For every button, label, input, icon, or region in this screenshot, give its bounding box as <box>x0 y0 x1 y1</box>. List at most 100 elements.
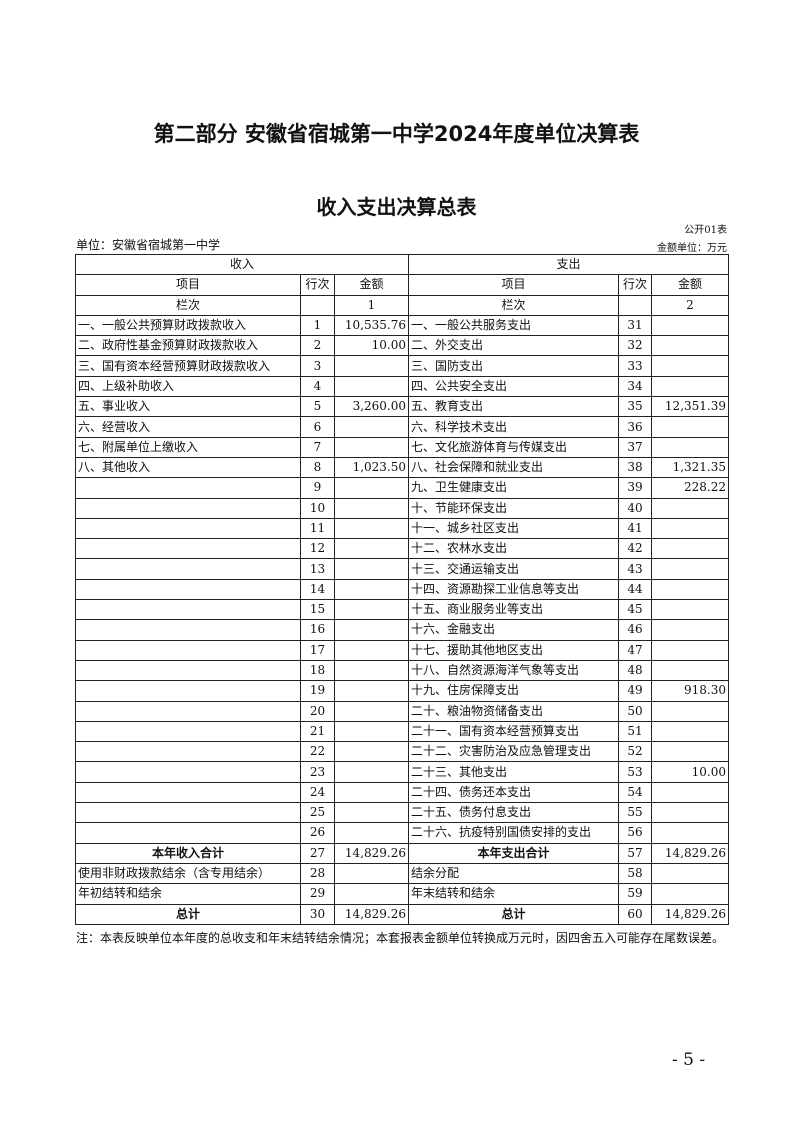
income-item: 四、上级补助收入 <box>75 375 301 398</box>
document-title: 第二部分 安徽省宿城第一中学2024年度单位决算表 <box>153 122 640 146</box>
income-amount <box>334 599 409 621</box>
income-item <box>75 538 301 560</box>
income-item <box>75 659 301 682</box>
income-item: 六、经营收入 <box>75 416 301 438</box>
income-item <box>75 477 301 499</box>
expense-line: 48 <box>618 659 652 682</box>
col-amount: 金额 <box>651 274 729 296</box>
col-line: 行次 <box>618 274 652 296</box>
income-line: 2 <box>300 335 335 357</box>
column-number-row: 栏次 1 栏次 2 <box>75 294 729 316</box>
income-line: 13 <box>300 558 335 580</box>
expense-item: 十五、商业服务业等支出 <box>408 599 619 621</box>
table-row: 22 二十二、灾害防治及应急管理支出 52 <box>75 741 729 763</box>
income-item: 七、附属单位上缴收入 <box>75 436 301 458</box>
col-item: 项目 <box>75 274 301 296</box>
income-item: 总计 <box>75 903 301 925</box>
income-expense-table: 收入 支出 项目 行次 金额 项目 行次 金额 栏次 1 栏次 2 一、一般公共… <box>75 253 729 925</box>
income-line: 23 <box>300 761 335 783</box>
expense-item: 总计 <box>408 903 619 925</box>
income-amount <box>334 416 409 438</box>
expense-amount <box>651 355 729 377</box>
expense-item: 十九、住房保障支出 <box>408 680 619 702</box>
income-item <box>75 741 301 763</box>
expense-amount <box>651 314 729 337</box>
expense-item: 二十二、灾害防治及应急管理支出 <box>408 741 619 763</box>
income-line: 22 <box>300 741 335 763</box>
table-row: 年初结转和结余 29 年末结转和结余 59 <box>75 883 729 905</box>
expense-amount <box>651 781 729 804</box>
income-line: 24 <box>300 781 335 804</box>
income-amount <box>334 355 409 377</box>
income-amount <box>334 883 409 905</box>
expense-item: 十一、城乡社区支出 <box>408 517 619 540</box>
expense-amount <box>651 659 729 682</box>
income-amount <box>334 761 409 783</box>
table-row: 一、一般公共预算财政拨款收入 1 10,535.76 一、一般公共服务支出 31 <box>75 314 729 337</box>
expense-line: 34 <box>618 375 652 398</box>
expense-amount <box>651 720 729 743</box>
income-amount <box>334 741 409 763</box>
expense-line: 35 <box>618 396 652 418</box>
expense-line: 59 <box>618 883 652 905</box>
expense-amount <box>651 822 729 844</box>
expense-item: 九、卫生健康支出 <box>408 477 619 499</box>
table-row: 四、上级补助收入 4 四、公共安全支出 34 <box>75 375 729 398</box>
income-line: 20 <box>300 700 335 722</box>
income-line: 6 <box>300 416 335 438</box>
income-amount: 10.00 <box>334 335 409 357</box>
expense-amount <box>651 883 729 905</box>
table-row: 10 十、节能环保支出 40 <box>75 497 729 519</box>
table-row: 本年收入合计 27 14,829.26 本年支出合计 57 14,829.26 <box>75 842 729 864</box>
expense-item: 十四、资源勘探工业信息等支出 <box>408 578 619 601</box>
income-item: 年初结转和结余 <box>75 883 301 905</box>
table-row: 六、经营收入 6 六、科学技术支出 36 <box>75 416 729 438</box>
income-line: 28 <box>300 862 335 885</box>
income-item <box>75 497 301 519</box>
expense-item: 十七、援助其他地区支出 <box>408 639 619 661</box>
income-item: 五、事业收入 <box>75 396 301 418</box>
income-item: 一、一般公共预算财政拨款收入 <box>75 314 301 337</box>
income-header: 收入 <box>75 253 409 276</box>
expense-item: 十、节能环保支出 <box>408 497 619 519</box>
expense-line: 55 <box>618 802 652 824</box>
income-item <box>75 578 301 601</box>
expense-amount: 12,351.39 <box>651 396 729 418</box>
income-item: 使用非财政拨款结余（含专用结余） <box>75 862 301 885</box>
expense-amount <box>651 700 729 722</box>
expense-amount <box>651 802 729 824</box>
expense-item: 结余分配 <box>408 862 619 885</box>
expense-amount <box>651 599 729 621</box>
expense-item: 七、文化旅游体育与传媒支出 <box>408 436 619 458</box>
expense-amount: 10.00 <box>651 761 729 783</box>
income-item <box>75 680 301 702</box>
table-row: 20 二十、粮油物资储备支出 50 <box>75 700 729 722</box>
table-row: 23 二十三、其他支出 53 10.00 <box>75 761 729 783</box>
col-line: 行次 <box>300 274 335 296</box>
table-row: 二、政府性基金预算财政拨款收入 2 10.00 二、外交支出 32 <box>75 335 729 357</box>
expense-amount: 14,829.26 <box>651 903 729 925</box>
expense-item: 二十三、其他支出 <box>408 761 619 783</box>
income-item <box>75 599 301 621</box>
col-item: 项目 <box>408 274 619 296</box>
expense-amount: 1,321.35 <box>651 456 729 479</box>
income-amount: 14,829.26 <box>334 842 409 864</box>
income-line: 12 <box>300 538 335 560</box>
expense-item: 五、教育支出 <box>408 396 619 418</box>
table-row: 26 二十六、抗疫特别国债安排的支出 56 <box>75 822 729 844</box>
income-line: 21 <box>300 720 335 743</box>
expense-line: 45 <box>618 599 652 621</box>
income-line: 14 <box>300 578 335 601</box>
expense-amount <box>651 538 729 560</box>
table-row: 三、国有资本经营预算财政拨款收入 3 三、国防支出 33 <box>75 355 729 377</box>
expense-amount <box>651 578 729 601</box>
income-amount <box>334 558 409 580</box>
expense-amount <box>651 335 729 357</box>
income-amount <box>334 720 409 743</box>
table-row: 12 十二、农林水支出 42 <box>75 538 729 560</box>
expense-amount <box>651 416 729 438</box>
expense-item: 二十、粮油物资储备支出 <box>408 700 619 722</box>
table-row: 14 十四、资源勘探工业信息等支出 44 <box>75 578 729 601</box>
income-amount <box>334 619 409 641</box>
